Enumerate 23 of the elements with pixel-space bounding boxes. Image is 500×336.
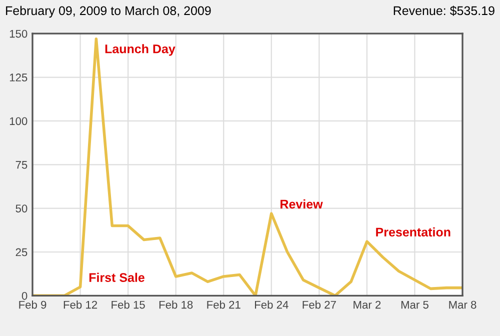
y-tick-label: 0 [22, 292, 28, 300]
x-tick-label: Feb 21 [207, 300, 240, 309]
x-tick-label: Feb 18 [159, 300, 193, 309]
y-tick-label: 150 [10, 30, 28, 38]
x-tick-label: Feb 24 [255, 300, 288, 309]
annotation: Presentation [376, 227, 450, 237]
y-tick-label: 75 [16, 161, 28, 169]
x-tick-label: Feb 27 [302, 300, 336, 309]
x-tick-label: Mar 2 [354, 300, 381, 309]
y-tick-label: 50 [16, 204, 28, 212]
annotation: Launch Day [105, 44, 176, 56]
annotation: Review [280, 199, 323, 209]
annotation: First Sale [89, 272, 144, 282]
y-tick-label: 125 [10, 74, 28, 82]
x-tick-label: Feb 9 [19, 300, 46, 309]
chart-subtitle: Revenue: $535.19 [394, 6, 494, 16]
chart-title: February 09, 2009 to March 08, 2009 [6, 6, 211, 18]
x-tick-label: Feb 12 [64, 300, 98, 309]
x-tick-label: Mar 5 [401, 300, 428, 309]
y-tick-label: 25 [16, 248, 28, 256]
x-tick-label: Feb 15 [112, 300, 145, 309]
y-tick-label: 100 [10, 117, 28, 126]
x-tick-label: Mar 8 [449, 300, 476, 309]
